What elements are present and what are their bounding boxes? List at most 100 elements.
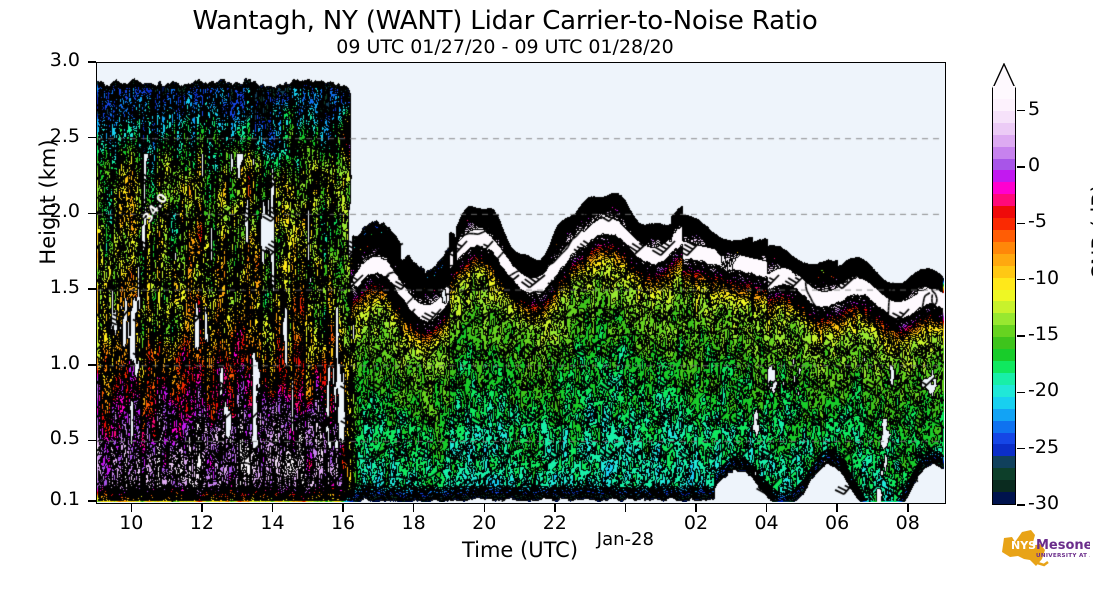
colorbar-segment (993, 169, 1015, 183)
x-tick-mark (624, 504, 627, 512)
y-tick-label-2.0: 2.0 (49, 200, 80, 223)
colorbar-tick-label: -20 (1028, 379, 1060, 402)
y-tick-mark (88, 500, 96, 502)
colorbar-segment (993, 336, 1015, 350)
x-tick-label-12: 12 (189, 512, 214, 534)
y-tick-label-3.0: 3.0 (49, 49, 80, 71)
y-tick-mark (88, 61, 96, 63)
svg-text:NYS: NYS (1011, 539, 1036, 552)
plot-area (96, 62, 946, 504)
colorbar-segment (993, 360, 1015, 373)
colorbar-tick-label: -30 (1028, 492, 1060, 514)
colorbar-extend-arrow (991, 62, 1017, 89)
colorbar-segment (993, 110, 1015, 123)
colorbar-segment (993, 324, 1015, 338)
x-tick-label-16: 16 (330, 512, 356, 534)
colorbar-tick-label: -10 (1028, 266, 1060, 289)
y-tick-label-0.1: 0.1 (49, 488, 80, 510)
x-tick-mark (483, 504, 485, 512)
colorbar-segment (993, 229, 1015, 242)
y-tick-mark (88, 439, 96, 442)
colorbar-segment (993, 146, 1015, 159)
colorbar-segment (993, 193, 1015, 207)
colorbar-tick-label: -15 (1028, 322, 1060, 345)
colorbar-segment (993, 217, 1015, 230)
x-tick-mark (412, 504, 415, 512)
y-tick-mark (88, 288, 96, 290)
colorbar-segment (993, 122, 1015, 135)
x-tick-label-14: 14 (260, 512, 285, 534)
x-tick-label-06: 06 (825, 512, 850, 534)
svg-text:UNIVERSITY AT ALBANY: UNIVERSITY AT ALBANY (1036, 553, 1090, 559)
colorbar-segment (993, 312, 1015, 326)
colorbar-segment (993, 431, 1015, 445)
colorbar-segment (993, 455, 1015, 469)
colorbar-title: CNR (dB) (1088, 184, 1093, 280)
x-tick-mark (907, 504, 909, 512)
x-tick-mark (836, 504, 838, 512)
colorbar-segment (993, 491, 1015, 504)
x-tick-label-02: 02 (683, 512, 709, 534)
colorbar-tick-label: -25 (1028, 435, 1060, 458)
colorbar-segment (993, 288, 1015, 302)
y-tick-label-2.5: 2.5 (49, 124, 80, 147)
colorbar-segment (993, 265, 1015, 278)
x-tick-label-18: 18 (401, 512, 426, 534)
colorbar-tick-mark (1017, 335, 1025, 337)
x-tick-label-22: 22 (542, 512, 567, 534)
colorbar (992, 86, 1016, 505)
colorbar-tick-label: -5 (1028, 210, 1047, 233)
colorbar-segment (993, 157, 1015, 171)
x-tick-mark (695, 504, 697, 512)
colorbar-segment (993, 372, 1015, 385)
x-tick-mark (201, 504, 203, 512)
x-tick-mark (130, 504, 133, 512)
x-tick-label-Jan-28: Jan-28 (596, 529, 654, 550)
colorbar-tick-mark (1017, 222, 1025, 224)
colorbar-tick-label: 0 (1028, 153, 1041, 176)
colorbar-segment (993, 479, 1015, 493)
colorbar-tick-mark (1017, 109, 1025, 112)
x-tick-mark (271, 504, 274, 512)
colorbar-tick-mark (1017, 278, 1025, 281)
x-axis-title: Time (UTC) (461, 538, 579, 562)
colorbar-segment (993, 300, 1015, 314)
colorbar-segment (993, 384, 1015, 397)
y-tick-mark (88, 212, 96, 215)
y-tick-label-1.0: 1.0 (49, 351, 80, 374)
colorbar-tick-mark (1017, 447, 1025, 450)
colorbar-tick-mark (1017, 391, 1025, 393)
colorbar-segment (993, 408, 1015, 421)
colorbar-segment (993, 467, 1015, 481)
colorbar-segment (993, 277, 1015, 290)
x-tick-label-10: 10 (119, 512, 144, 534)
y-tick-mark (88, 136, 96, 139)
x-tick-label-08: 08 (895, 512, 920, 534)
cnr-heatmap-canvas (97, 63, 944, 502)
x-tick-mark (554, 504, 556, 512)
x-tick-mark (765, 504, 768, 512)
page-title: Wantagh, NY (WANT) Lidar Carrier-to-Nois… (192, 6, 818, 36)
x-tick-label-20: 20 (472, 512, 497, 534)
svg-text:Mesonet: Mesonet (1036, 538, 1090, 553)
colorbar-segment (993, 241, 1015, 254)
colorbar-segment (993, 348, 1015, 362)
x-tick-label-04: 04 (754, 512, 779, 534)
y-tick-label-1.5: 1.5 (49, 276, 80, 299)
colorbar-segment (993, 181, 1015, 195)
colorbar-segment (993, 443, 1015, 457)
colorbar-tick-label: 5 (1028, 97, 1041, 120)
y-tick-label-0.5: 0.5 (49, 427, 80, 450)
colorbar-segment (993, 396, 1015, 409)
page-subtitle: 09 UTC 01/27/20 - 09 UTC 01/28/20 (336, 36, 674, 58)
colorbar-segment (993, 98, 1015, 111)
colorbar-segment (993, 253, 1015, 266)
colorbar-segment (993, 205, 1015, 219)
colorbar-segment (993, 86, 1015, 99)
x-tick-mark (342, 504, 344, 512)
nys-mesonet-logo: NYS Mesonet UNIVERSITY AT ALBANY (998, 526, 1093, 568)
colorbar-tick-mark (1017, 504, 1025, 506)
colorbar-segment (993, 134, 1015, 147)
colorbar-tick-mark (1017, 166, 1025, 168)
